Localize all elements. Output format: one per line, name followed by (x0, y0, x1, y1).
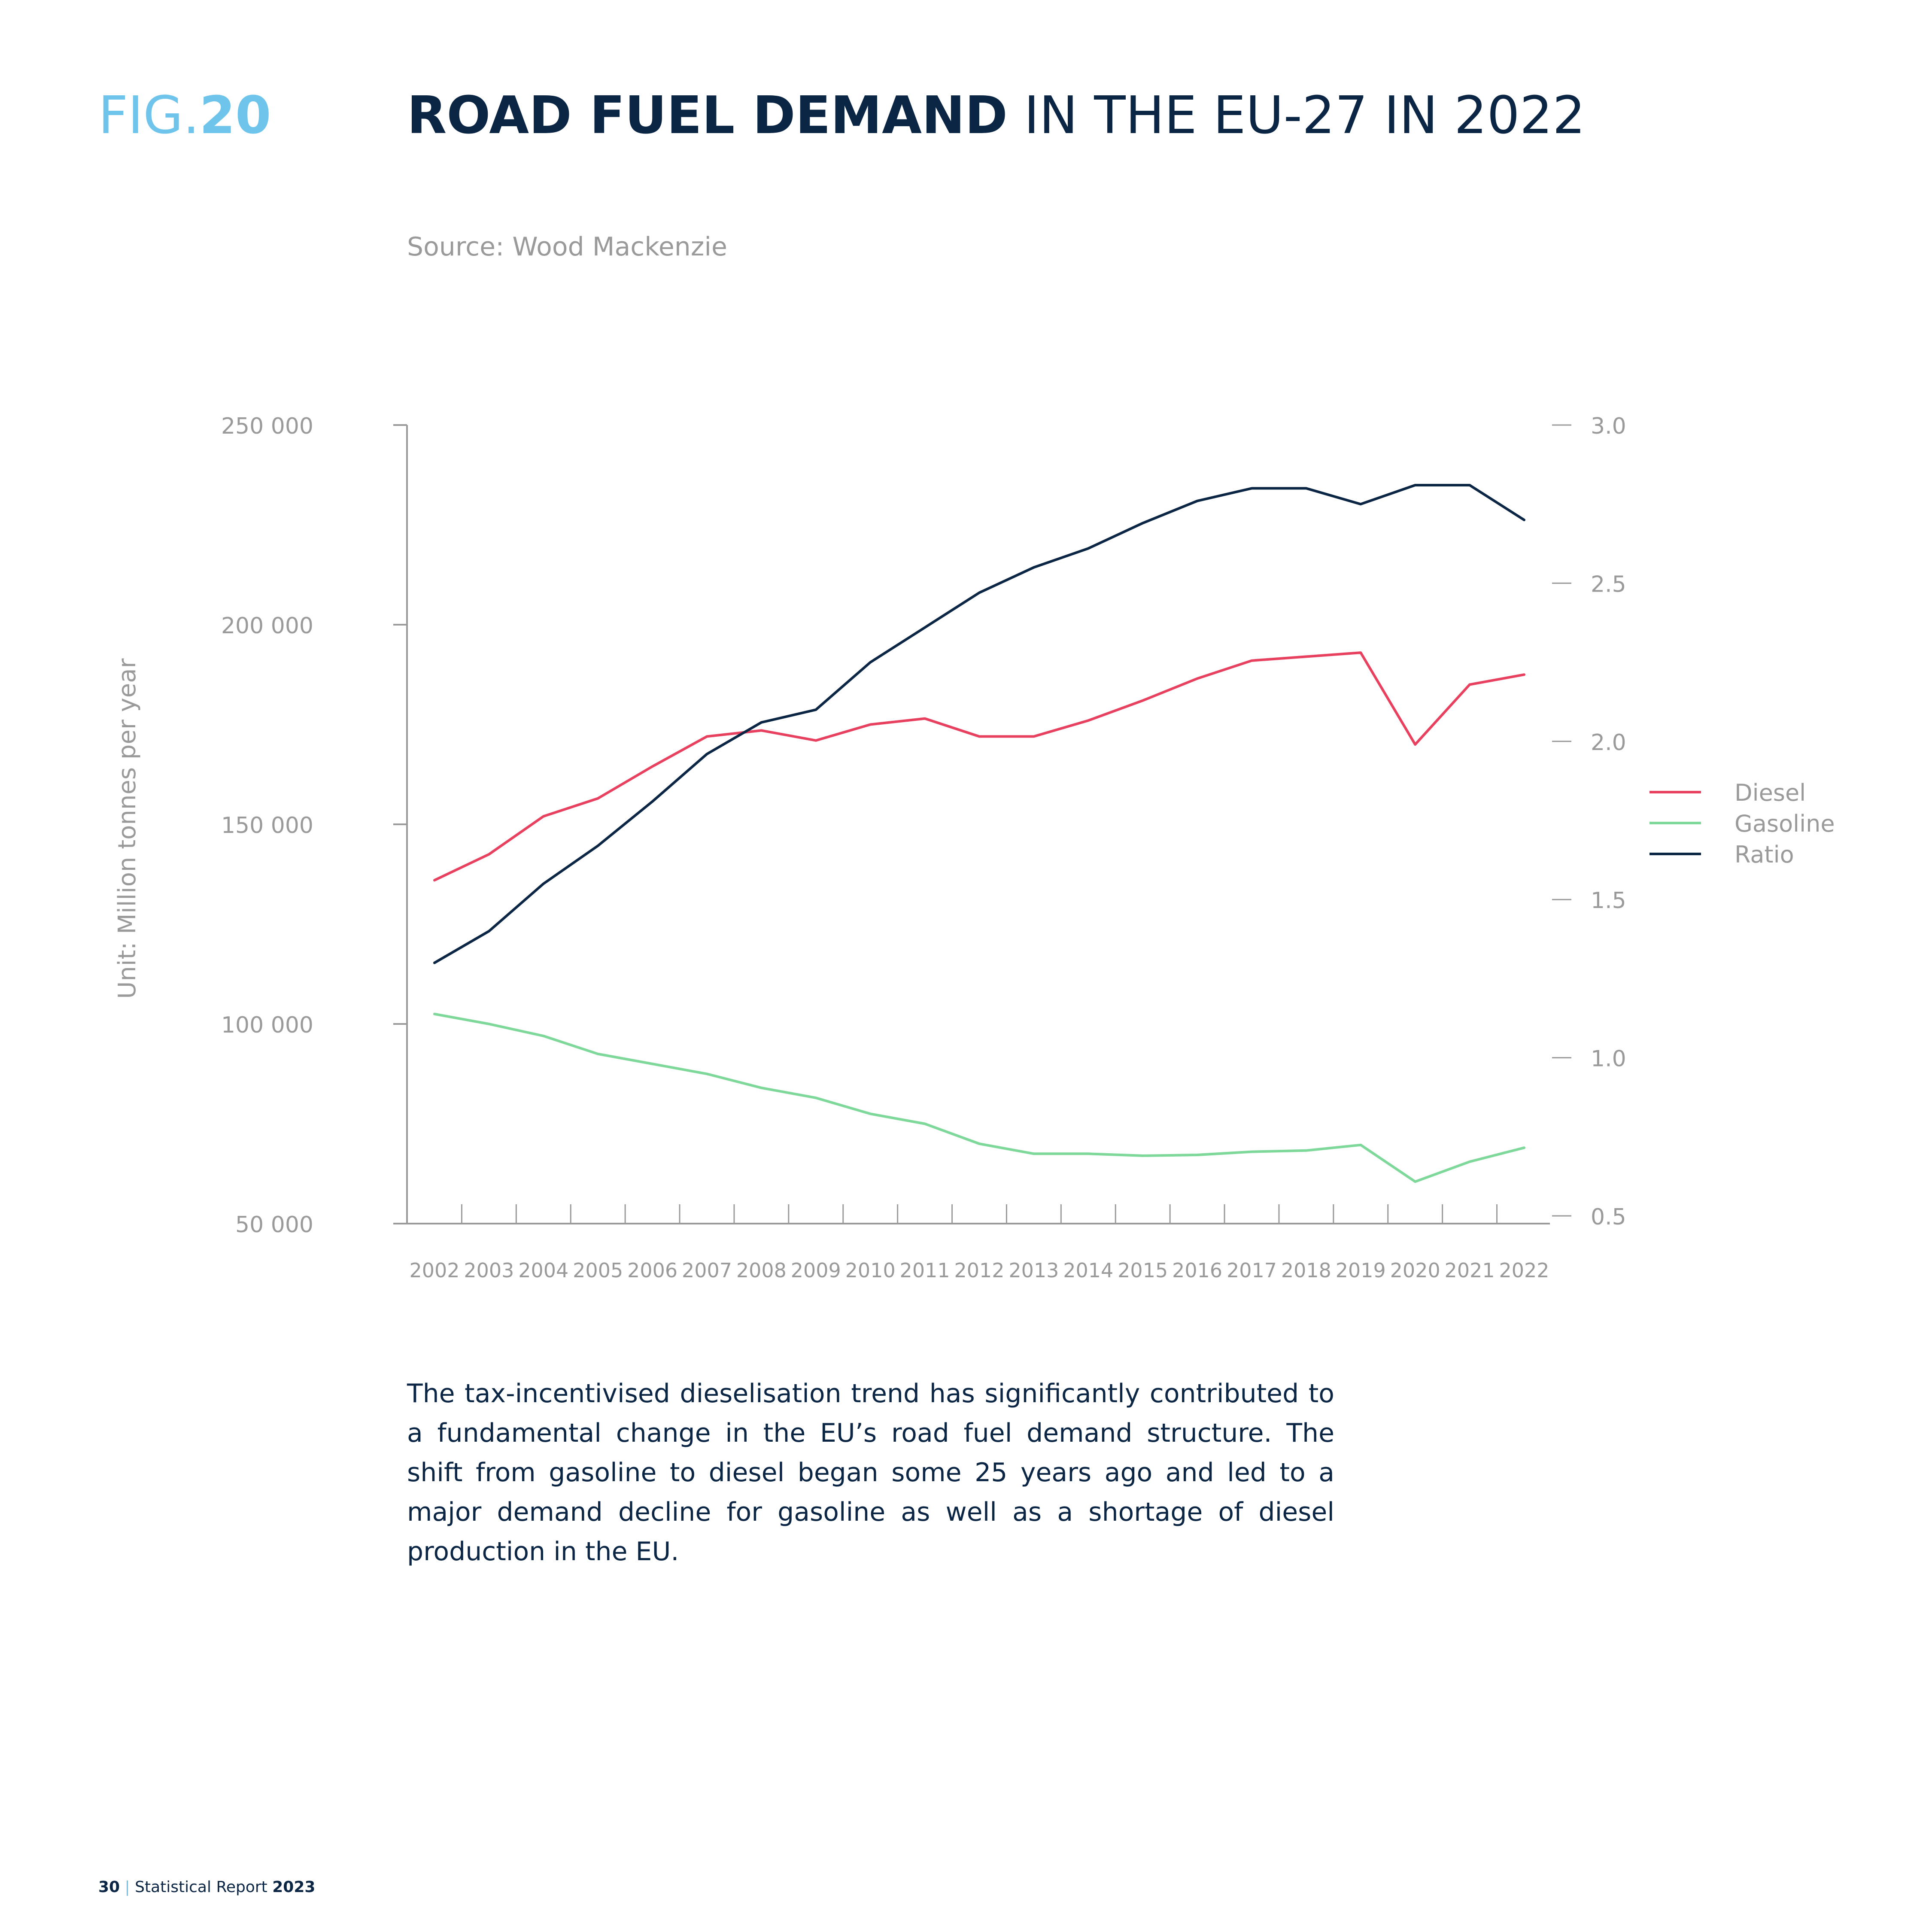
x-tick-label: 2012 (954, 1259, 1004, 1282)
series-line-gasoline (433, 1012, 1525, 1183)
left-tick-label: 150 000 (221, 813, 313, 838)
x-tick-label: 2008 (736, 1259, 787, 1282)
x-tick-label: 2020 (1390, 1259, 1440, 1282)
right-tick-label: 2.0 (1591, 730, 1626, 756)
page-number: 30 (98, 1878, 120, 1896)
x-tick-label: 2011 (900, 1259, 950, 1282)
x-tick-label: 2022 (1499, 1259, 1549, 1282)
x-tick-label: 2003 (464, 1259, 514, 1282)
x-tick-label: 2014 (1063, 1259, 1113, 1282)
chart-legend: Diesel Gasoline Ratio (1649, 779, 1835, 868)
x-tick-label: 2016 (1172, 1259, 1222, 1282)
series-line-diesel (433, 651, 1525, 882)
figure-number: 20 (199, 86, 271, 146)
x-tick-label: 2010 (845, 1259, 896, 1282)
x-tick-label: 2019 (1336, 1259, 1386, 1282)
report-name: Statistical Report (135, 1878, 273, 1896)
x-tick-label: 2018 (1281, 1259, 1331, 1282)
source-note: Source: Wood Mackenzie (407, 232, 727, 262)
x-tick-label: 2004 (518, 1259, 568, 1282)
x-tick-label: 2005 (573, 1259, 623, 1282)
x-axis-ticks: 2002 2003 2004 2005 2006 2007 2008 2009 2010 2011… (409, 1204, 1549, 1282)
left-axis-ticks: 250 000 200 000 150 000 100 000 50 000 (221, 413, 407, 1238)
x-tick-label: 2006 (627, 1259, 677, 1282)
x-tick-label: 2002 (409, 1259, 459, 1282)
left-tick-label: 100 000 (221, 1012, 313, 1038)
right-tick-label: 0.5 (1591, 1204, 1626, 1230)
left-tick-label: 50 000 (235, 1212, 313, 1238)
right-tick-label: 1.0 (1591, 1046, 1626, 1072)
series-line-ratio (433, 484, 1525, 964)
title-rest: IN THE EU-27 IN 2022 (1007, 86, 1586, 146)
x-tick-label: 2009 (791, 1259, 841, 1282)
y-axis-label: Unit: Million tonnes per year (113, 658, 141, 999)
line-chart: 250 000 200 000 150 000 100 000 50 000 3.0 2.… (113, 413, 1835, 1282)
x-tick-label: 2015 (1118, 1259, 1168, 1282)
page-footer: 30 | Statistical Report 2023 (98, 1878, 315, 1896)
right-axis-ticks: 3.0 2.5 2.0 1.5 1.0 0.5 (1552, 413, 1626, 1230)
report-year: 2023 (272, 1878, 316, 1896)
legend-label-gasoline: Gasoline (1735, 810, 1835, 837)
left-tick-label: 250 000 (221, 413, 313, 439)
legend-label-diesel: Diesel (1735, 779, 1806, 806)
chart-axes (406, 425, 1550, 1224)
left-tick-label: 200 000 (221, 613, 313, 639)
chart-series (433, 484, 1525, 1183)
body-paragraph: The tax-incentivised dieselisation trend… (407, 1379, 1334, 1567)
legend-label-ratio: Ratio (1735, 841, 1794, 868)
figure-label: FIG.20 (98, 90, 271, 142)
right-tick-label: 2.5 (1591, 571, 1626, 597)
title-bold: ROAD FUEL DEMAND (407, 86, 1008, 146)
right-tick-label: 3.0 (1591, 413, 1626, 439)
footer-separator: | (120, 1878, 135, 1896)
figure-prefix: FIG. (98, 86, 200, 146)
x-tick-label: 2013 (1009, 1259, 1059, 1282)
x-tick-label: 2007 (682, 1259, 732, 1282)
page-title: ROAD FUEL DEMAND IN THE EU-27 IN 2022 (407, 90, 1585, 142)
x-tick-label: 2017 (1227, 1259, 1277, 1282)
x-tick-label: 2021 (1445, 1259, 1495, 1282)
right-tick-label: 1.5 (1591, 888, 1626, 914)
